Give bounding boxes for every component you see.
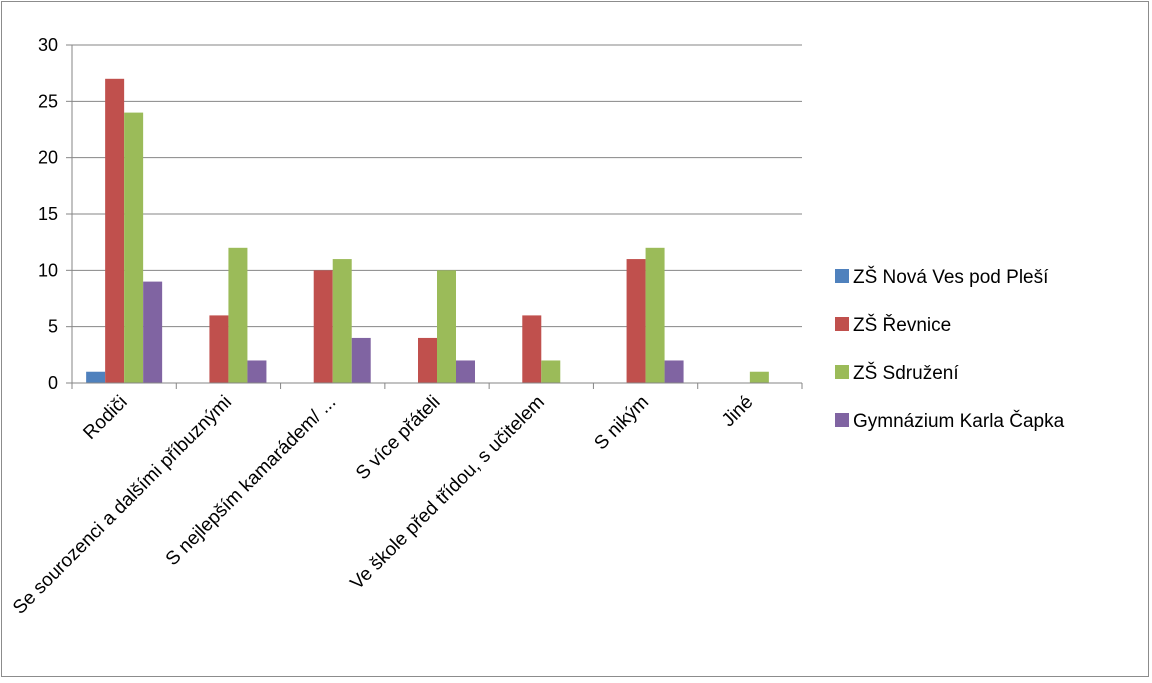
legend-label: Gymnázium Karla Čapka [853,410,1065,432]
category-label: Ve škole před třídou, s učitelem [347,392,549,594]
bar [143,281,163,383]
bars [86,78,769,384]
legend-label: ZŠ Nová Ves pod Pleší [853,266,1049,288]
bar [228,247,248,383]
legend-label: ZŠ Sdružení [853,362,959,384]
gridlines [72,44,802,328]
bar [332,259,352,383]
legend-label: ZŠ Řevnice [853,314,951,336]
bar [247,360,267,383]
y-tick-label: 10 [38,260,58,280]
y-tick-label: 15 [38,204,58,224]
bar [313,270,333,383]
bar [418,337,437,383]
legend-swatch [835,269,849,283]
category-label: S nikým [590,392,653,455]
legend-swatch [835,317,849,331]
bar [645,247,665,383]
category-label: Se sourozenci a dalšími příbuznými [9,392,236,619]
bar [105,78,125,384]
bar [749,371,769,383]
bar [351,337,371,383]
legend-swatch [835,365,849,379]
legend-swatch [835,413,849,427]
y-tick-label: 20 [38,148,58,168]
bar [437,270,456,383]
legend: ZŠ Nová Ves pod Pleší ZŠ Řevnice ZŠ Sdruže… [835,266,1065,432]
bar [541,360,561,383]
bar [522,315,542,383]
y-tick-label: 5 [48,317,58,337]
bar [456,360,475,383]
bar [664,360,684,383]
category-label: Rodiči [79,392,131,444]
axes [66,44,803,389]
y-tick-label: 30 [38,35,58,55]
category-label: Jiné [718,392,757,431]
bar [124,112,144,383]
category-label: S více přáteli [352,392,445,485]
y-tick-label: 25 [38,91,58,111]
bar [86,371,106,383]
bar [209,315,229,383]
y-tick-label: 0 [48,373,58,393]
category-label: S nejlepším kamarádem/ ... [162,392,340,570]
bar [626,259,646,383]
